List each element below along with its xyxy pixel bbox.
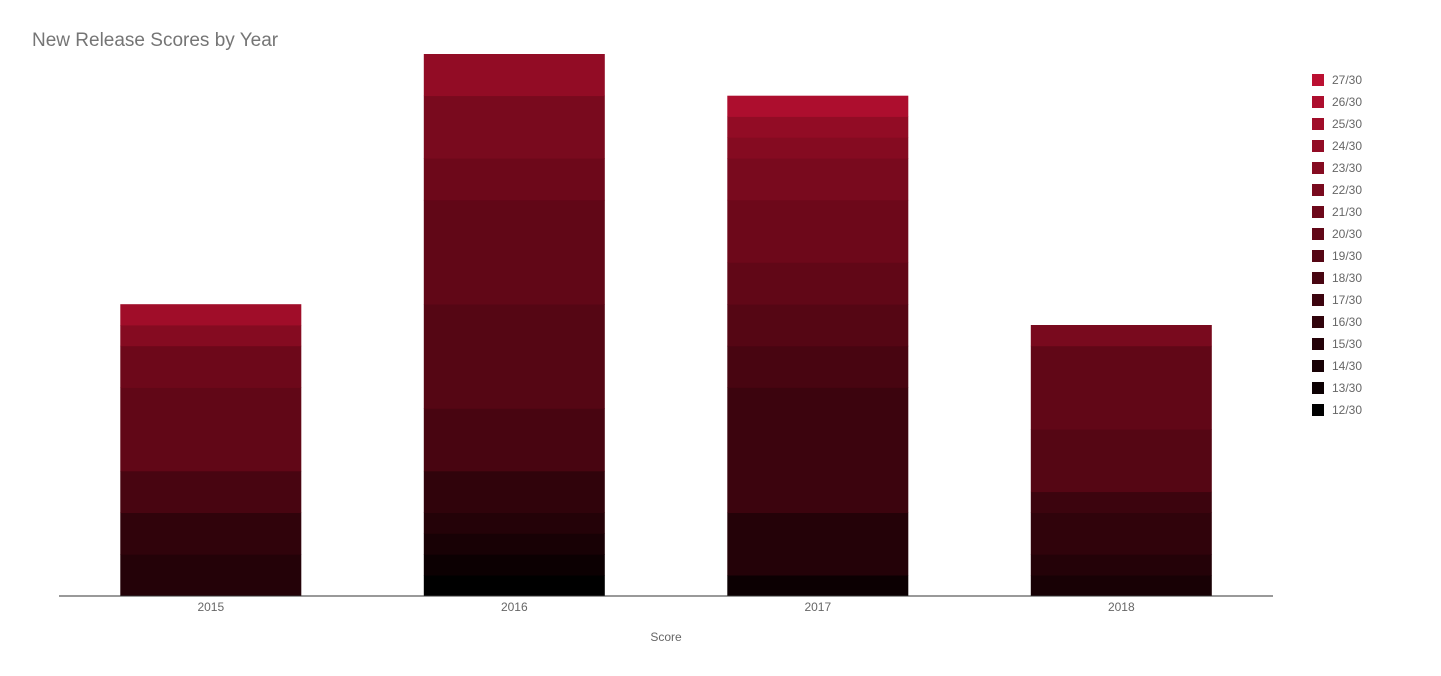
bar-segment-2015-21-30[interactable] <box>120 345 302 388</box>
legend-item[interactable]: 26/30 <box>1312 95 1362 109</box>
x-tick-labels: 2015 2016 2017 2018 <box>197 600 1135 614</box>
legend-label: 20/30 <box>1332 227 1362 241</box>
legend-label: 15/30 <box>1332 337 1362 351</box>
legend-label: 12/30 <box>1332 403 1362 417</box>
legend-label: 17/30 <box>1332 293 1362 307</box>
bar-segment-2018-22-30[interactable] <box>1030 325 1212 347</box>
bar-segment-2016-14-30[interactable] <box>423 533 605 555</box>
bar-segment-2017-15-30[interactable] <box>727 512 909 576</box>
legend-item[interactable]: 16/30 <box>1312 315 1362 329</box>
bar-segment-2017-26-30[interactable] <box>727 95 909 117</box>
x-axis-title: Score <box>650 630 682 644</box>
bars-layer <box>120 54 1212 597</box>
legend-swatch <box>1312 316 1324 328</box>
legend-label: 21/30 <box>1332 205 1362 219</box>
legend-label: 16/30 <box>1332 315 1362 329</box>
bar-segment-2017-24-30[interactable] <box>727 116 909 138</box>
legend-item[interactable]: 21/30 <box>1312 205 1362 219</box>
legend-label: 22/30 <box>1332 183 1362 197</box>
x-tick-label: 2015 <box>197 600 224 614</box>
bar-segment-2018-17-30[interactable] <box>1030 491 1212 513</box>
bar-segment-2016-21-30[interactable] <box>423 158 605 201</box>
x-tick-label: 2016 <box>501 600 528 614</box>
legend-swatch <box>1312 162 1324 174</box>
legend-item[interactable]: 23/30 <box>1312 161 1362 175</box>
bar-segment-2016-18-30[interactable] <box>423 408 605 472</box>
legend-item[interactable]: 14/30 <box>1312 359 1362 373</box>
x-tick-label: 2018 <box>1108 600 1135 614</box>
bar-segment-2017-23-30[interactable] <box>727 137 909 159</box>
legend-swatch <box>1312 228 1324 240</box>
legend-label: 19/30 <box>1332 249 1362 263</box>
legend-label: 18/30 <box>1332 271 1362 285</box>
bar-segment-2016-19-30[interactable] <box>423 304 605 409</box>
legend-label: 26/30 <box>1332 95 1362 109</box>
legend-swatch <box>1312 140 1324 152</box>
legend-swatch <box>1312 118 1324 130</box>
legend-label: 14/30 <box>1332 359 1362 373</box>
legend-item[interactable]: 20/30 <box>1312 227 1362 241</box>
legend-item[interactable]: 27/30 <box>1312 73 1362 87</box>
bar-segment-2017-18-30[interactable] <box>727 345 909 388</box>
bar-segment-2016-12-30[interactable] <box>423 575 605 597</box>
legend-item[interactable]: 18/30 <box>1312 271 1362 285</box>
bar-segment-2015-15-30[interactable] <box>120 554 302 597</box>
legend-swatch <box>1312 74 1324 86</box>
bar-segment-2017-17-30[interactable] <box>727 387 909 514</box>
legend-label: 13/30 <box>1332 381 1362 395</box>
legend-swatch <box>1312 338 1324 350</box>
bar-segment-2017-13-30[interactable] <box>727 575 909 597</box>
legend-swatch <box>1312 96 1324 108</box>
legend-item[interactable]: 19/30 <box>1312 249 1362 263</box>
bar-segment-2016-13-30[interactable] <box>423 554 605 576</box>
legend-item[interactable]: 22/30 <box>1312 183 1362 197</box>
legend: 27/30 26/30 25/30 24/30 23/30 22/30 21/30 20/30… <box>1312 73 1362 417</box>
bar-segment-2018-16-30[interactable] <box>1030 512 1212 555</box>
bar-segment-2016-15-30[interactable] <box>423 512 605 534</box>
legend-swatch <box>1312 272 1324 284</box>
legend-item[interactable]: 13/30 <box>1312 381 1362 395</box>
legend-label: 25/30 <box>1332 117 1362 131</box>
x-tick-label: 2017 <box>804 600 831 614</box>
legend-label: 23/30 <box>1332 161 1362 175</box>
legend-item[interactable]: 12/30 <box>1312 403 1362 417</box>
legend-swatch <box>1312 250 1324 262</box>
bar-segment-2015-25-30[interactable] <box>120 304 302 326</box>
legend-item[interactable]: 17/30 <box>1312 293 1362 307</box>
legend-swatch <box>1312 184 1324 196</box>
bar-segment-2016-22-30[interactable] <box>423 95 605 159</box>
bar-segment-2016-24-30[interactable] <box>423 54 605 97</box>
legend-item[interactable]: 15/30 <box>1312 337 1362 351</box>
legend-item[interactable]: 25/30 <box>1312 117 1362 131</box>
bar-segment-2018-20-30[interactable] <box>1030 345 1212 430</box>
bar-segment-2016-16-30[interactable] <box>423 470 605 513</box>
legend-label: 24/30 <box>1332 139 1362 153</box>
legend-swatch <box>1312 294 1324 306</box>
chart-title: New Release Scores by Year <box>32 30 279 51</box>
bar-segment-2018-14-30[interactable] <box>1030 575 1212 597</box>
legend-item[interactable]: 24/30 <box>1312 139 1362 153</box>
bar-segment-2015-20-30[interactable] <box>120 387 302 472</box>
legend-swatch <box>1312 206 1324 218</box>
bar-segment-2018-19-30[interactable] <box>1030 429 1212 493</box>
bar-segment-2017-21-30[interactable] <box>727 199 909 263</box>
bar-segment-2017-22-30[interactable] <box>727 158 909 201</box>
bar-segment-2016-20-30[interactable] <box>423 199 605 305</box>
bar-segment-2015-16-30[interactable] <box>120 512 302 555</box>
bar-segment-2017-20-30[interactable] <box>727 262 909 305</box>
legend-label: 27/30 <box>1332 73 1362 87</box>
legend-swatch <box>1312 382 1324 394</box>
bar-segment-2015-23-30[interactable] <box>120 325 302 347</box>
bar-segment-2015-18-30[interactable] <box>120 470 302 513</box>
legend-swatch <box>1312 404 1324 416</box>
bar-segment-2018-15-30[interactable] <box>1030 554 1212 576</box>
bar-segment-2017-19-30[interactable] <box>727 304 909 347</box>
legend-swatch <box>1312 360 1324 372</box>
